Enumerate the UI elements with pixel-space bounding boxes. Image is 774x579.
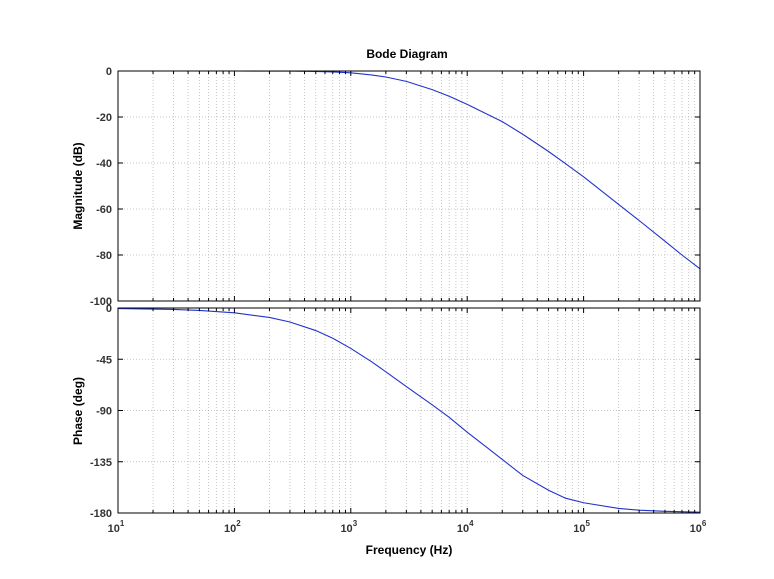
magnitude-axis-label: Magnitude (dB): [71, 142, 85, 229]
y-tick-label: -100: [90, 296, 112, 308]
y-tick-label: 0: [106, 303, 112, 315]
frequency-tick-labels: 101 102 103 104 105 106: [108, 519, 707, 535]
magnitude-curve: [118, 70, 701, 270]
x-tick-label: 101: [108, 519, 125, 535]
magnitude-panel: 0 -20 -40 -60 -80 -100 Magnitude (dB): [71, 66, 701, 308]
phase-panel: 0 -45 -90 -135 -180 Phase (deg): [71, 303, 701, 520]
y-tick-label: -90: [96, 406, 112, 418]
y-tick-label: -40: [96, 158, 112, 170]
x-tick-label: 106: [690, 519, 707, 535]
y-tick-label: -60: [96, 204, 112, 216]
x-tick-label: 103: [340, 519, 357, 535]
phase-axis-label: Phase (deg): [71, 377, 85, 445]
x-tick-label: 102: [224, 519, 241, 535]
y-tick-label: -20: [96, 112, 112, 124]
y-tick-label: -135: [90, 457, 112, 469]
x-tick-label: 104: [457, 519, 474, 535]
y-tick-label: -45: [96, 354, 112, 366]
frequency-axis-label: Frequency (Hz): [366, 543, 453, 557]
chart-title: Bode Diagram: [366, 47, 447, 61]
y-tick-label: 0: [106, 66, 112, 78]
y-tick-label: -80: [96, 250, 112, 262]
x-tick-label: 105: [573, 519, 590, 535]
phase-curve: [117, 308, 701, 513]
y-tick-label: -180: [90, 508, 112, 520]
magnitude-axes-frame: [117, 70, 701, 302]
